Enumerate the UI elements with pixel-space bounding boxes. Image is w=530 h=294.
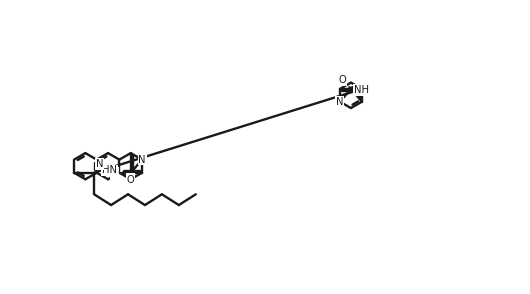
Text: HN: HN (102, 166, 117, 176)
Text: O: O (339, 75, 347, 85)
Text: O: O (110, 168, 118, 178)
Text: N: N (138, 155, 146, 165)
Text: O: O (361, 84, 369, 94)
Text: N: N (336, 97, 343, 107)
Text: NH: NH (354, 85, 369, 95)
Text: N: N (127, 174, 135, 184)
Text: O: O (127, 175, 135, 185)
Text: N: N (96, 159, 103, 169)
